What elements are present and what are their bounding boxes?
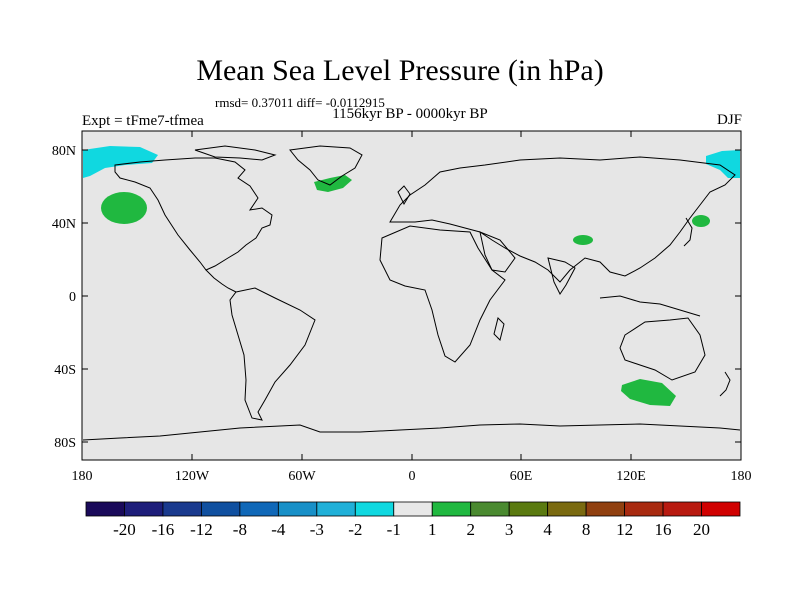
cyan-patch-east-arctic — [706, 150, 740, 178]
coast-south-america — [229, 287, 316, 421]
colorbar-swatch — [585, 501, 625, 517]
lat-label: 80N — [52, 144, 76, 159]
colorbar-label: -16 — [152, 520, 175, 539]
colorbar-label: -3 — [310, 520, 324, 539]
lon-label: 120E — [616, 469, 646, 484]
colorbar-label: 1 — [428, 520, 437, 539]
lon-label: 60W — [288, 469, 316, 484]
colorbar-swatch — [277, 501, 318, 517]
colorbar-label: -20 — [113, 520, 136, 539]
colorbar-label: 20 — [693, 520, 710, 539]
period-subtitle: 1156kyr BP - 0000kyr BP — [332, 106, 488, 122]
colorbar: -20 -16 -12 -8 -4 -3 -2 -1 1 2 3 4 8 12 16 20 — [85, 501, 741, 539]
colorbar-swatch — [239, 501, 279, 517]
lon-label: 0 — [409, 469, 416, 484]
colorbar-label: 8 — [582, 520, 591, 539]
colorbar-label: -8 — [233, 520, 247, 539]
season-label: DJF — [716, 112, 742, 128]
coast-greenland — [289, 145, 363, 186]
coast-australia — [619, 317, 706, 381]
coast-uk — [397, 185, 411, 206]
colorbar-swatch — [701, 501, 741, 517]
cyan-patch-west-arctic — [83, 146, 158, 178]
coast-arctic-islands — [194, 145, 277, 161]
colorbar-swatch — [393, 501, 433, 517]
lon-label: 180 — [731, 469, 752, 484]
coast-indonesia — [599, 295, 701, 317]
lon-label: 60E — [510, 469, 533, 484]
green-patch-japan — [692, 215, 710, 227]
lat-label: 0 — [69, 290, 76, 305]
green-patch-greenland — [314, 175, 352, 192]
colorbar-label: 2 — [466, 520, 475, 539]
experiment-label: Expt = tFme7-tfmea — [82, 113, 204, 129]
longitude-labels: 180 120W 60W 0 60E 120E 180 — [72, 469, 752, 484]
colorbar-swatch — [662, 501, 702, 517]
colorbar-label: -12 — [190, 520, 213, 539]
colorbar-label: 12 — [616, 520, 633, 539]
colorbar-label: -4 — [271, 520, 286, 539]
colorbar-swatch — [85, 501, 125, 517]
colorbar-label: 3 — [505, 520, 514, 539]
green-patch-south-ocean — [621, 379, 676, 406]
colorbar-swatch — [162, 501, 202, 517]
coast-new-zealand — [719, 371, 731, 397]
latitude-labels: 80N 40N 0 40S 80S — [52, 144, 76, 451]
coast-north-america — [114, 157, 273, 271]
colorbar-swatch — [201, 501, 241, 517]
anomaly-fill-layer — [83, 146, 740, 406]
green-patch-north-pacific — [101, 192, 147, 224]
colorbar-swatch — [316, 501, 356, 517]
coast-madagascar — [493, 317, 505, 341]
colorbar-label: 16 — [655, 520, 672, 539]
coast-japan — [683, 217, 693, 247]
colorbar-swatch — [124, 501, 164, 517]
lat-label: 40S — [54, 363, 76, 378]
green-patch-asia — [573, 235, 593, 245]
axis-ticks — [82, 131, 741, 460]
colorbar-swatch — [624, 501, 664, 517]
lat-label: 40N — [52, 217, 76, 232]
colorbar-label: -1 — [387, 520, 401, 539]
map-panel — [81, 130, 742, 461]
coastlines — [82, 145, 741, 441]
coast-africa — [379, 225, 506, 363]
lon-label: 180 — [72, 469, 93, 484]
map-title: Mean Sea Level Pressure (in hPa) — [196, 54, 604, 87]
lon-label: 120W — [175, 469, 210, 484]
colorbar-label: 4 — [543, 520, 552, 539]
colorbar-swatch — [547, 501, 587, 517]
colorbar-swatch — [431, 501, 472, 517]
colorbar-swatch — [470, 501, 510, 517]
rmsd-subtitle: rmsd= 0.37011 diff= -0.0112915 — [215, 95, 385, 110]
colorbar-swatch — [354, 501, 395, 517]
coast-antarctica — [82, 423, 741, 441]
coast-india — [547, 257, 576, 295]
lat-label: 80S — [54, 436, 76, 451]
coast-central-america — [205, 269, 237, 293]
coast-eurasia — [389, 156, 736, 283]
colorbar-label: -2 — [348, 520, 362, 539]
colorbar-swatch — [508, 501, 549, 517]
coast-arabia — [479, 231, 516, 273]
